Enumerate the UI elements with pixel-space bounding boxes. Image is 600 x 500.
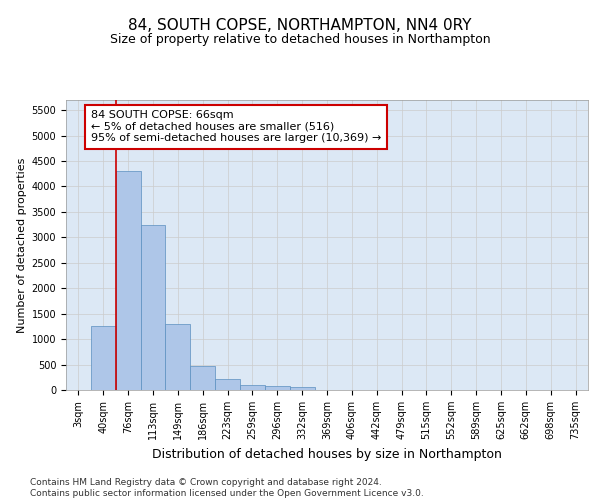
Text: 84, SOUTH COPSE, NORTHAMPTON, NN4 0RY: 84, SOUTH COPSE, NORTHAMPTON, NN4 0RY [128, 18, 472, 32]
Bar [190, 366, 215, 390]
Bar [240, 385, 265, 390]
Bar [91, 326, 116, 390]
Bar [215, 379, 240, 390]
Bar [290, 387, 314, 390]
Bar [166, 324, 190, 390]
Text: 84 SOUTH COPSE: 66sqm
← 5% of detached houses are smaller (516)
95% of semi-deta: 84 SOUTH COPSE: 66sqm ← 5% of detached h… [91, 110, 381, 144]
Bar [140, 224, 166, 390]
Bar [116, 171, 140, 390]
Y-axis label: Number of detached properties: Number of detached properties [17, 158, 28, 332]
X-axis label: Distribution of detached houses by size in Northampton: Distribution of detached houses by size … [152, 448, 502, 460]
Bar [265, 386, 290, 390]
Text: Contains HM Land Registry data © Crown copyright and database right 2024.
Contai: Contains HM Land Registry data © Crown c… [30, 478, 424, 498]
Text: Size of property relative to detached houses in Northampton: Size of property relative to detached ho… [110, 32, 490, 46]
